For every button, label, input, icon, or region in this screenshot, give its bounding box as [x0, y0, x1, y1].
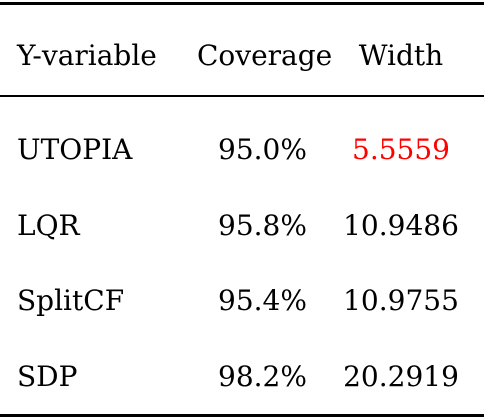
row-coverage: 95.0%	[218, 133, 307, 166]
bottom-rule	[0, 414, 484, 417]
row-width: 20.2919	[343, 360, 459, 393]
row-coverage: 95.4%	[218, 284, 307, 317]
table-row: LQR 95.8% 10.9486	[0, 206, 484, 246]
row-coverage: 95.8%	[218, 209, 307, 242]
row-name: SplitCF	[17, 284, 125, 317]
row-width-highlighted: 5.5559	[352, 133, 450, 166]
header-row: Y-variable Coverage Width	[0, 36, 484, 76]
table-row: UTOPIA 95.0% 5.5559	[0, 130, 484, 170]
row-name: SDP	[17, 360, 78, 393]
row-name: LQR	[17, 209, 80, 242]
header-coverage: Coverage	[197, 39, 333, 72]
table-row: SDP 98.2% 20.2919	[0, 357, 484, 397]
row-name: UTOPIA	[17, 133, 133, 166]
header-y-variable: Y-variable	[17, 39, 157, 72]
table-row: SplitCF 95.4% 10.9755	[0, 281, 484, 321]
header-rule	[0, 95, 484, 97]
top-rule	[0, 2, 484, 5]
row-width: 10.9486	[343, 209, 459, 242]
header-width: Width	[358, 39, 444, 72]
row-coverage: 98.2%	[218, 360, 307, 393]
row-width: 10.9755	[343, 284, 459, 317]
